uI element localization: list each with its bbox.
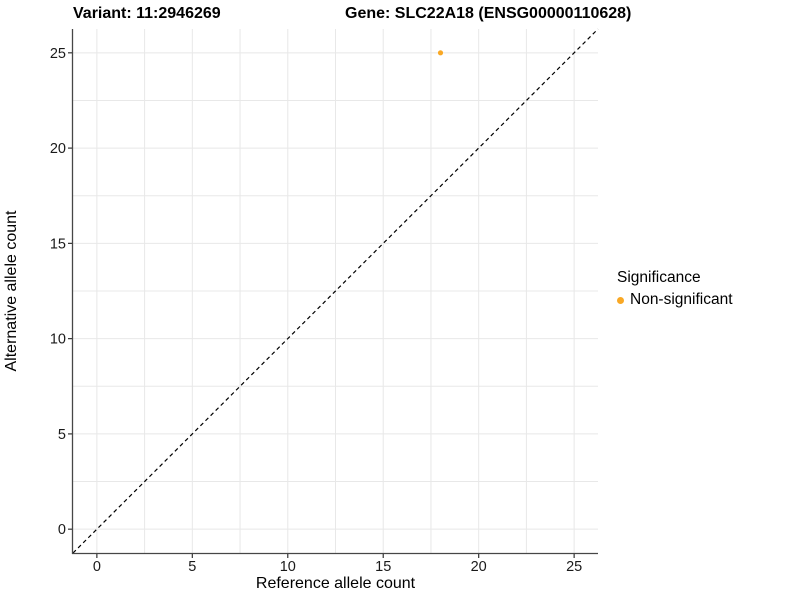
x-tick-label: 20 <box>471 559 487 575</box>
y-tick-label: 20 <box>50 141 66 157</box>
x-tick-label: 15 <box>375 559 391 575</box>
data-point <box>437 50 444 56</box>
plot-title-variant: Variant: 11:2946269 <box>73 5 221 22</box>
legend-point-icon <box>617 296 624 304</box>
legend-item: Non-significant <box>617 291 733 309</box>
x-tick-label: 0 <box>93 559 101 575</box>
y-tick-label: 0 <box>58 522 66 538</box>
legend: Significance Non-significant <box>617 269 733 309</box>
x-tick-label: 25 <box>566 559 582 575</box>
y-tick-label: 10 <box>50 332 66 348</box>
x-tick-label: 5 <box>188 559 196 575</box>
x-axis-title: Reference allele count <box>255 575 416 592</box>
plot-title-gene: Gene: SLC22A18 (ENSG00000110628) <box>345 5 632 22</box>
y-tick-label: 25 <box>50 46 66 62</box>
y-axis-title: Alternative allele count <box>3 210 20 372</box>
y-tick-label: 15 <box>50 236 66 252</box>
x-tick-label: 10 <box>280 559 296 575</box>
identity-dashed-line <box>72 28 599 554</box>
legend-title: Significance <box>617 269 701 286</box>
legend-item-label: Non-significant <box>630 291 733 308</box>
y-tick-label: 5 <box>58 427 66 443</box>
